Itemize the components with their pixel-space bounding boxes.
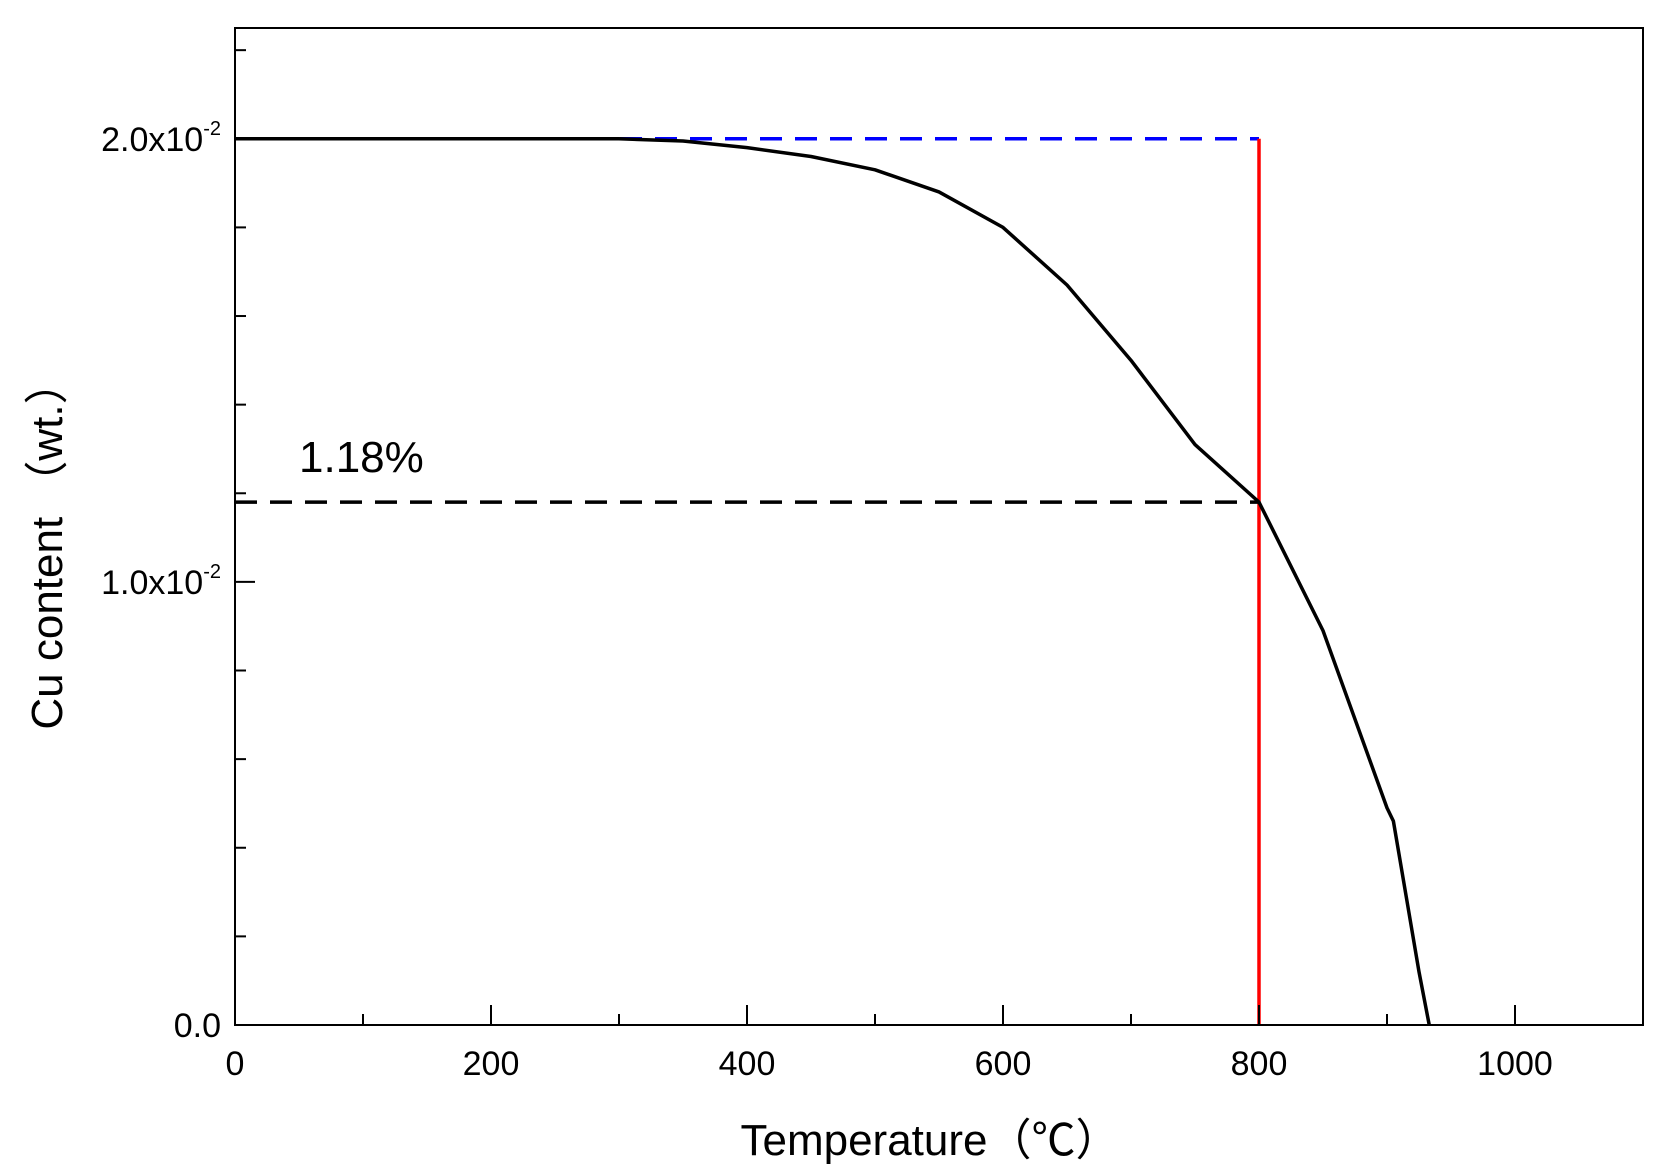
plot-area: 1.18% bbox=[235, 137, 1431, 1026]
y-tick-exponent: -2 bbox=[203, 118, 221, 140]
y-tick-mantissa: 2.0x10 bbox=[101, 121, 203, 159]
x-tick-label: 200 bbox=[463, 1045, 520, 1083]
x-tick-label: 400 bbox=[719, 1045, 776, 1083]
y-tick-mantissa: 1.0x10 bbox=[101, 564, 203, 602]
x-tick-label: 0 bbox=[226, 1045, 245, 1083]
x-tick-label: 1000 bbox=[1477, 1045, 1553, 1083]
y-tick-label: 0.0 bbox=[174, 1007, 221, 1045]
series-line-0 bbox=[235, 137, 1431, 1026]
y-tick-mantissa: 0.0 bbox=[174, 1007, 221, 1045]
annotation-label: 1.18% bbox=[299, 433, 424, 482]
x-axis-title: Temperature（℃） bbox=[740, 1116, 1119, 1165]
y-tick-label: 1.0x10-2 bbox=[101, 561, 221, 602]
x-tick-label: 600 bbox=[975, 1045, 1032, 1083]
y-axis-title: Cu content （wt.） bbox=[23, 360, 72, 729]
y-tick-label: 2.0x10-2 bbox=[101, 118, 221, 159]
plot-frame bbox=[234, 27, 1644, 1026]
x-tick-label: 800 bbox=[1231, 1045, 1288, 1083]
y-tick-exponent: -2 bbox=[203, 561, 221, 583]
